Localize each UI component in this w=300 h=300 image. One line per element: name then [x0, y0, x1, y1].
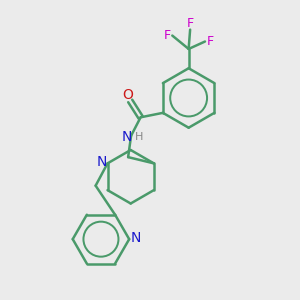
Text: F: F: [187, 16, 194, 30]
Text: F: F: [207, 35, 214, 48]
Text: F: F: [164, 29, 170, 42]
Text: N: N: [121, 130, 131, 144]
Text: H: H: [135, 132, 144, 142]
Text: O: O: [122, 88, 133, 102]
Text: N: N: [96, 155, 107, 169]
Text: N: N: [130, 231, 141, 245]
